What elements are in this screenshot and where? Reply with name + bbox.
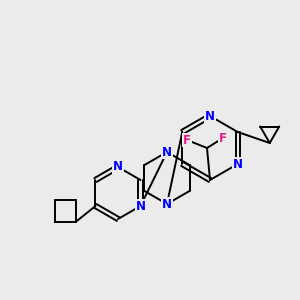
Text: N: N (205, 110, 215, 122)
Text: N: N (162, 146, 172, 158)
Text: F: F (183, 134, 191, 146)
Text: N: N (233, 158, 243, 170)
Text: N: N (136, 200, 146, 212)
Text: N: N (113, 160, 123, 173)
Text: F: F (219, 131, 227, 145)
Text: N: N (162, 197, 172, 211)
